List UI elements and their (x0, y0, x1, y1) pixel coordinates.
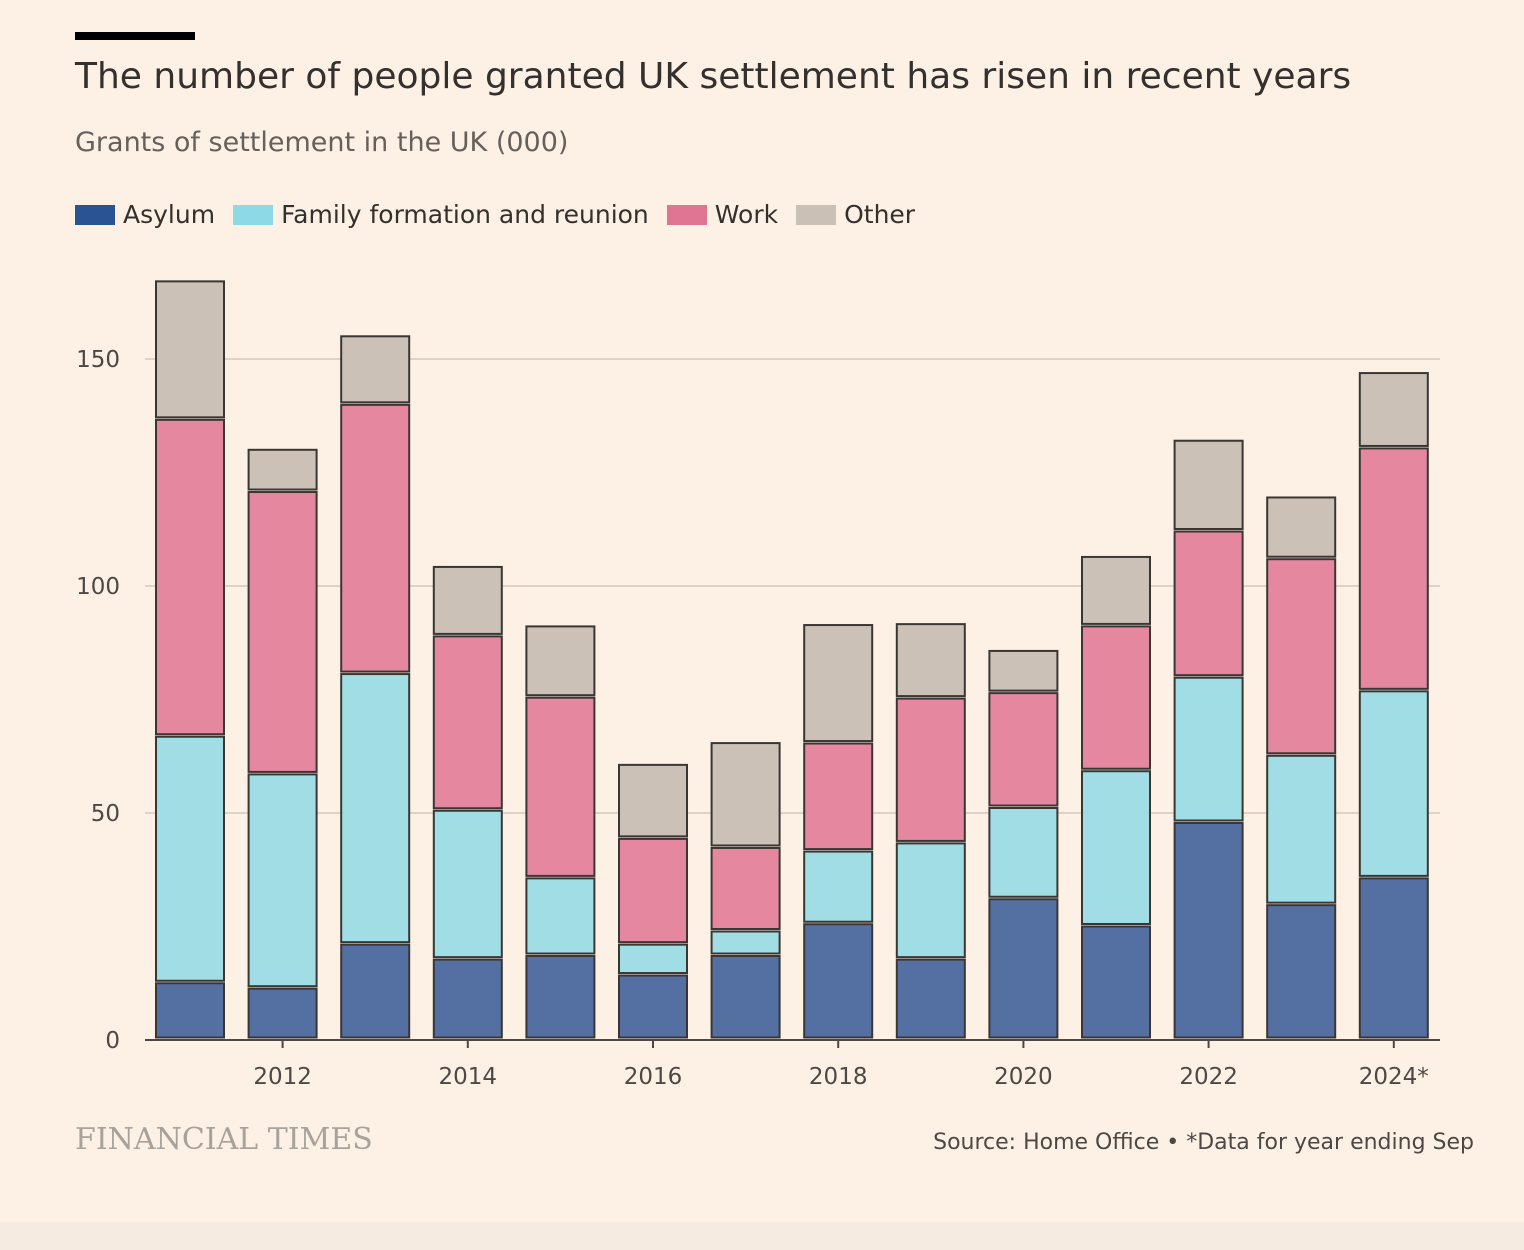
bar-other-2018 (803, 624, 874, 743)
bar-family-2021 (1081, 770, 1151, 925)
bottom-strip (0, 1222, 1524, 1250)
bar-family-2018 (803, 850, 874, 923)
bar-other-2021 (1081, 555, 1151, 625)
chart-title: The number of people granted UK settleme… (75, 56, 1352, 97)
bar-asylum-2018 (803, 923, 874, 1039)
bar-family-2016 (618, 943, 688, 975)
bar-asylum-2022 (1173, 821, 1244, 1039)
legend-swatch-asylum (75, 204, 115, 225)
legend-label-work: Work (714, 200, 779, 229)
x-tick-label-2016: 2016 (624, 1064, 683, 1090)
bar-family-2015 (525, 877, 596, 955)
x-tick-label-2014: 2014 (439, 1064, 498, 1090)
legend-label-asylum: Asylum (123, 200, 216, 229)
bar-asylum-2012 (247, 987, 318, 1039)
bar-work-2011 (155, 418, 225, 736)
y-tick-label-150: 150 (76, 347, 120, 373)
bar-work-2016 (618, 837, 688, 944)
bar-asylum-2023 (1266, 904, 1337, 1039)
source-note: Source: Home Office • *Data for year end… (933, 1130, 1474, 1155)
x-tick-label-2022: 2022 (1179, 1064, 1238, 1090)
bar-family-2024 (1358, 690, 1429, 877)
x-tick-label-2020: 2020 (994, 1064, 1053, 1090)
bar-asylum-2011 (155, 982, 225, 1039)
bar-other-2019 (895, 623, 966, 698)
bar-asylum-2020 (988, 898, 1059, 1039)
legend-item-work: Work (666, 200, 779, 229)
bar-work-2021 (1081, 625, 1151, 770)
bar-work-2013 (340, 403, 411, 673)
bar-family-2017 (710, 930, 781, 955)
bar-asylum-2013 (340, 943, 411, 1039)
y-tick-label-100: 100 (76, 574, 120, 600)
bar-family-2011 (155, 735, 225, 982)
bar-other-2015 (525, 625, 596, 697)
legend-swatch-family (233, 204, 274, 225)
bar-other-2011 (155, 280, 225, 419)
bar-other-2023 (1266, 496, 1337, 558)
legend: Asylum Family formation and reunion Work… (75, 200, 933, 229)
bar-other-2016 (618, 763, 688, 838)
bar-other-2022 (1173, 439, 1244, 531)
legend-label-other: Other (844, 200, 916, 229)
bar-asylum-2024 (1358, 877, 1429, 1039)
bar-work-2024 (1358, 447, 1429, 690)
bar-work-2019 (895, 697, 966, 842)
bar-asylum-2021 (1081, 925, 1151, 1039)
bar-work-2014 (432, 635, 503, 810)
bar-other-2020 (988, 649, 1059, 692)
x-tick-label-2012: 2012 (253, 1064, 312, 1090)
legend-swatch-other (796, 204, 837, 225)
bar-family-2014 (432, 809, 503, 959)
chart-subtitle: Grants of settlement in the UK (000) (75, 127, 569, 158)
bar-work-2020 (988, 692, 1059, 807)
bar-other-2013 (340, 335, 411, 404)
bar-family-2019 (895, 842, 966, 959)
legend-label-family: Family formation and reunion (281, 200, 649, 229)
legend-swatch-work (666, 204, 707, 225)
bar-asylum-2019 (895, 958, 966, 1039)
legend-item-family: Family formation and reunion (233, 200, 649, 229)
bar-asylum-2015 (525, 955, 596, 1039)
bar-asylum-2016 (618, 974, 688, 1039)
x-tick-label-2018: 2018 (809, 1064, 868, 1090)
bar-work-2017 (710, 846, 781, 930)
bar-work-2012 (247, 491, 318, 773)
ft-logo: FINANCIAL TIMES (75, 1122, 373, 1157)
bar-family-2012 (247, 773, 318, 988)
bar-asylum-2014 (432, 958, 503, 1039)
bar-other-2024 (1358, 372, 1429, 447)
bar-work-2015 (525, 696, 596, 877)
header-accent-bar (75, 32, 195, 40)
x-tick-label-2024: 2024* (1359, 1064, 1429, 1090)
bar-family-2020 (988, 807, 1059, 898)
bar-work-2018 (803, 742, 874, 851)
bar-other-2017 (710, 742, 781, 847)
bar-work-2023 (1266, 558, 1337, 755)
bar-work-2022 (1173, 530, 1244, 677)
stacked-bar-chart: 0 50 100 150 2012 2014 2016 2018 2020 2022 2024* (76, 280, 1440, 1090)
legend-item-asylum: Asylum (75, 200, 215, 229)
y-tick-label-0: 0 (105, 1028, 120, 1054)
bar-other-2012 (247, 448, 318, 491)
legend-item-other: Other (796, 200, 915, 229)
y-tick-label-50: 50 (91, 801, 120, 827)
bar-family-2013 (340, 673, 411, 944)
bar-family-2022 (1173, 676, 1244, 822)
bar-asylum-2017 (710, 955, 781, 1039)
bar-other-2014 (432, 565, 503, 635)
bar-family-2023 (1266, 754, 1337, 904)
